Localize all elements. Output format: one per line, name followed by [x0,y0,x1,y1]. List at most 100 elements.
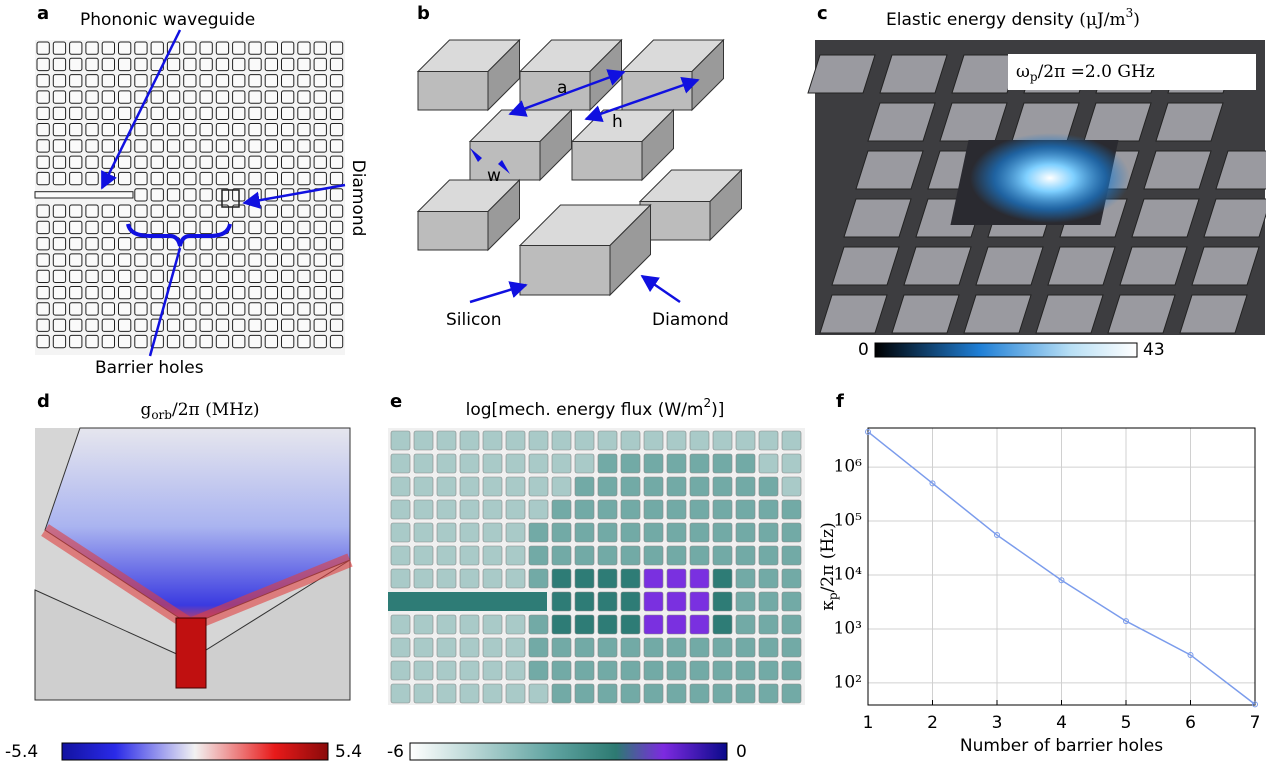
cell [70,42,82,54]
panel-label: f [836,391,844,412]
panel-c [808,40,1266,357]
tile [820,295,887,333]
cell [736,500,755,519]
cell [506,569,525,588]
cell [119,287,131,299]
cell [86,140,98,152]
x-tick-label: 1 [863,713,874,733]
cell [506,477,525,496]
panel-a [35,30,345,356]
cell [216,287,228,299]
cell [200,303,212,315]
cell [86,287,98,299]
cell [70,221,82,233]
cell [483,661,502,680]
cell [782,569,801,588]
cell [575,431,594,450]
tile [1192,247,1259,285]
cell [314,303,326,315]
cell [667,684,686,703]
cell [552,431,571,450]
cell [483,500,502,519]
cell [200,124,212,136]
cell [460,615,479,634]
cell [184,303,196,315]
cell [460,569,479,588]
cell [391,500,410,519]
cell [690,569,709,588]
cell [298,319,310,331]
cell [483,684,502,703]
cell [167,124,179,136]
cell [330,335,342,347]
cell [298,172,310,184]
cell [298,221,310,233]
cell [233,140,245,152]
cell [37,75,49,87]
cell [249,254,261,266]
cell [37,91,49,103]
cell [249,156,261,168]
cell [216,319,228,331]
cell [483,454,502,473]
cell [265,124,277,136]
cell [200,221,212,233]
cell [119,335,131,347]
cell [233,221,245,233]
cell [233,156,245,168]
cell [782,454,801,473]
cell [298,124,310,136]
x-axis-label: Number of barrier holes [960,736,1163,756]
cell [736,454,755,473]
cell [298,254,310,266]
tile [1084,103,1151,141]
cell [667,523,686,542]
cell [249,140,261,152]
cell [552,500,571,519]
cell [690,546,709,565]
cell [690,454,709,473]
cell [575,661,594,680]
cell [119,156,131,168]
cell [216,124,228,136]
cell [70,254,82,266]
cell [782,523,801,542]
cell [119,303,131,315]
cell [119,42,131,54]
panel-title: gorb/2π (MHz) [140,400,259,422]
cell [86,319,98,331]
cell [70,319,82,331]
cell [506,638,525,657]
cell [506,615,525,634]
cell [37,107,49,119]
cell [53,287,65,299]
cell [233,303,245,315]
cell [135,156,147,168]
cell [644,569,663,588]
cell [575,592,594,611]
y-tick-label: 10² [834,672,862,692]
cell [598,546,617,565]
cell [621,477,640,496]
panel-label: e [390,391,402,412]
cell [759,431,778,450]
panel-label: b [417,3,430,24]
cell [759,684,778,703]
cell [37,254,49,266]
cell [184,140,196,152]
pillar [176,618,206,688]
cell [644,431,663,450]
cell [216,270,228,282]
cell [437,477,456,496]
cell [119,254,131,266]
cell [314,287,326,299]
cell [667,638,686,657]
cell [233,254,245,266]
cell [184,254,196,266]
cell [314,58,326,70]
cell [782,661,801,680]
cell [552,661,571,680]
tile [964,295,1031,333]
cell [249,107,261,119]
cell [282,319,294,331]
